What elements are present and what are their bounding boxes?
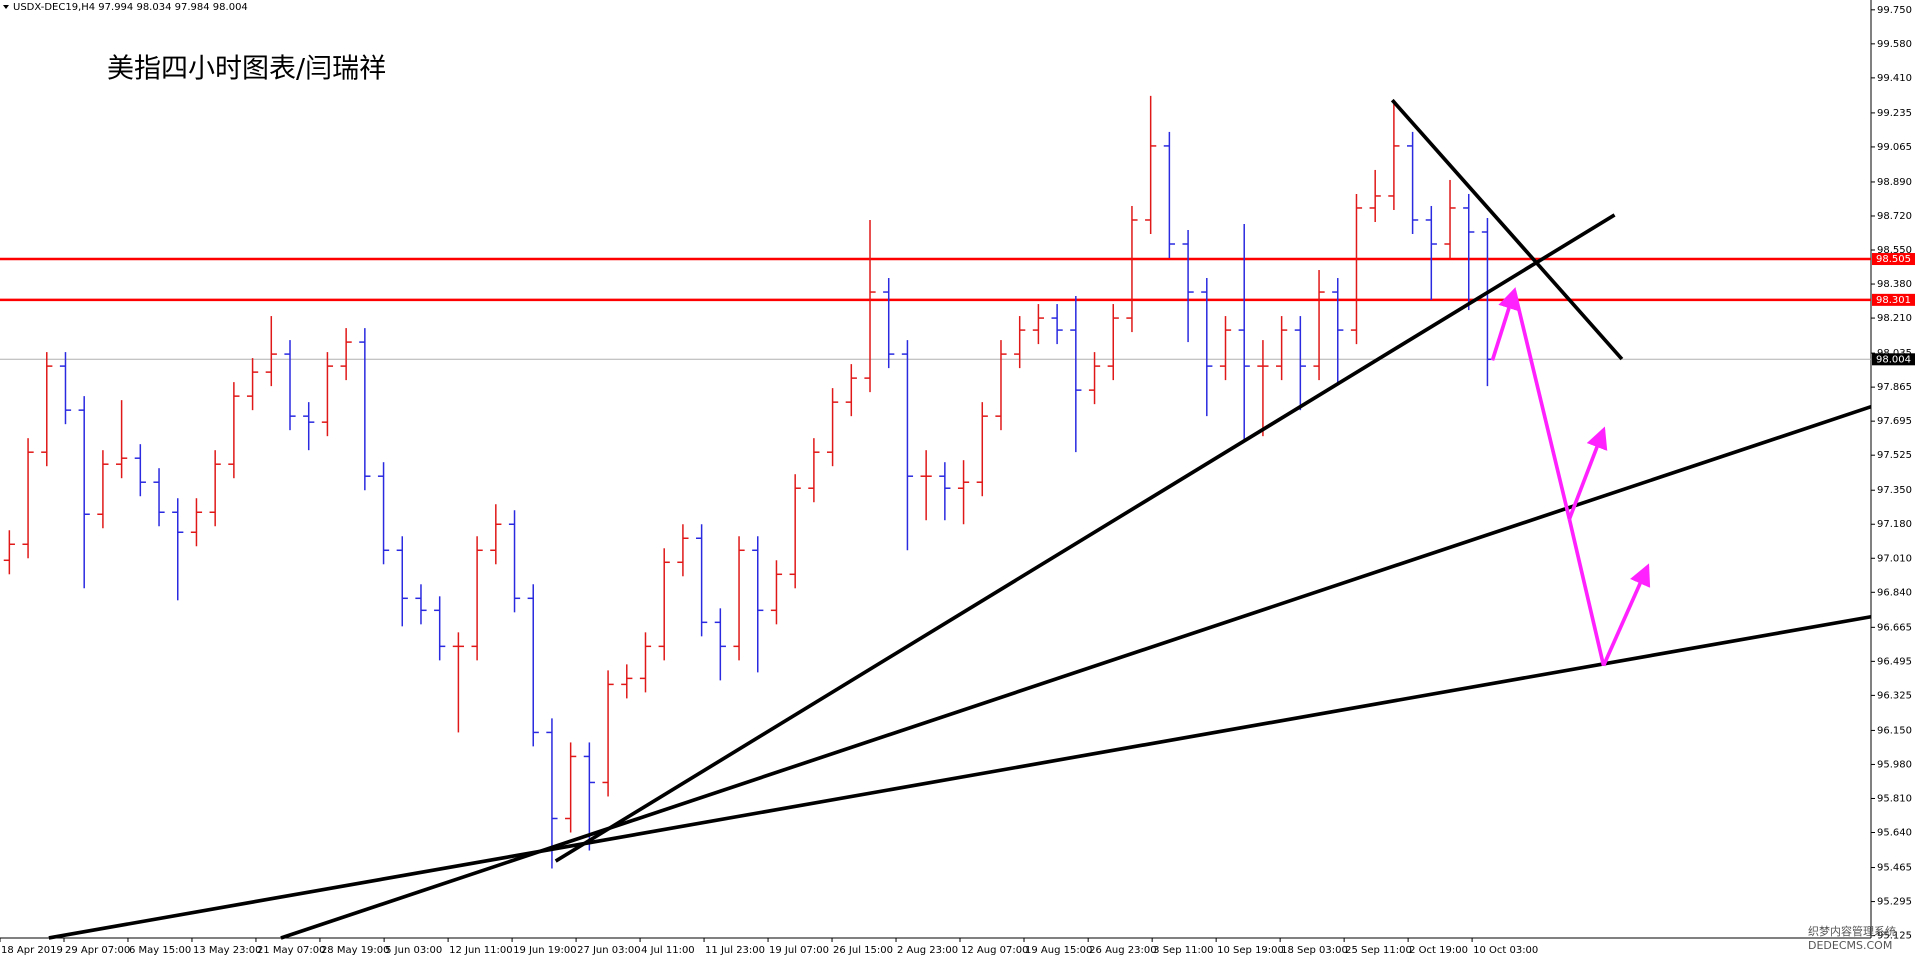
x-tick-label: 13 May 23:00 [193, 945, 262, 956]
y-tick-label: 95.640 [1877, 828, 1912, 839]
x-tick-label: 26 Jul 15:00 [833, 945, 893, 956]
arrow [1601, 563, 1651, 667]
y-tick-label: 99.235 [1877, 108, 1912, 119]
y-tick-label: 99.065 [1877, 142, 1912, 153]
x-tick-label: 27 Jun 03:00 [577, 945, 641, 956]
x-tick-label: 28 May 19:00 [321, 945, 390, 956]
chart-title: 美指四小时图表/闫瑞祥 [107, 54, 386, 85]
x-tick-label: 2 Aug 23:00 [897, 945, 958, 956]
y-tick-label: 95.295 [1877, 897, 1912, 908]
y-tick-label: 98.550 [1877, 245, 1912, 256]
y-tick-label: 96.665 [1877, 622, 1912, 633]
y-tick-label: 97.695 [1877, 416, 1912, 427]
arrow [1512, 290, 1572, 520]
x-tick-label: 19 Aug 15:00 [1025, 945, 1092, 956]
x-tick-label: 18 Apr 2019 [1, 945, 63, 956]
x-tick-label: 6 May 15:00 [129, 945, 191, 956]
y-tick-label: 98.720 [1877, 211, 1912, 222]
y-tick-label: 95.125 [1877, 931, 1912, 942]
y-tick-label: 96.150 [1877, 725, 1912, 736]
x-tick-label: 5 Jun 03:00 [385, 945, 442, 956]
x-tick-label: 2 Oct 19:00 [1409, 945, 1468, 956]
y-tick-label: 96.495 [1877, 656, 1912, 667]
y-tick-label: 98.890 [1877, 177, 1912, 188]
bars [3, 95, 1494, 869]
y-tick-label: 98.210 [1877, 313, 1912, 324]
x-tick-label: 19 Jul 07:00 [769, 945, 829, 956]
y-tick-label: 99.410 [1877, 73, 1912, 84]
x-tick-label: 10 Sep 19:00 [1217, 945, 1284, 956]
trend-line [554, 213, 1616, 863]
y-tick-label: 95.980 [1877, 759, 1912, 770]
x-tick-label: 12 Aug 07:00 [961, 945, 1028, 956]
x-tick-label: 3 Sep 11:00 [1153, 945, 1213, 956]
trend-line [280, 404, 1872, 940]
labels: USDX-DEC19,H4 97.994 98.034 97.984 98.00… [3, 2, 1896, 952]
arrow [1567, 518, 1606, 667]
x-tick-label: 12 Jun 11:00 [449, 945, 513, 956]
level-label-box [1872, 253, 1915, 266]
x-tick-label: 19 Jun 19:00 [513, 945, 577, 956]
level-label-box [1872, 293, 1915, 306]
watermark: 织梦内容管理系统 [1808, 924, 1896, 938]
x-tick-label: 10 Oct 03:00 [1473, 945, 1538, 956]
menu-triangle [3, 5, 9, 9]
drawings [48, 98, 1872, 940]
y-tick-label: 96.325 [1877, 690, 1912, 701]
level-label: 98.301 [1876, 295, 1911, 306]
x-tick-label: 26 Aug 23:00 [1089, 945, 1156, 956]
y-tick-label: 97.865 [1877, 382, 1912, 393]
trend-line [48, 614, 1872, 940]
x-tick-label: 21 May 07:00 [257, 945, 326, 956]
header: USDX-DEC19,H4 97.994 98.034 97.984 98.00… [13, 2, 248, 13]
arrow [1490, 287, 1520, 361]
y-tick-label: 95.465 [1877, 863, 1912, 874]
y-tick-label: 99.580 [1877, 39, 1912, 50]
price-label-box [1872, 353, 1915, 366]
y-tick-label: 99.750 [1877, 5, 1912, 16]
y-tick-label: 97.350 [1877, 485, 1912, 496]
price-label: 98.004 [1876, 354, 1911, 365]
y-tick-label: 97.525 [1877, 450, 1912, 461]
y-tick-label: 95.810 [1877, 793, 1912, 804]
level-label: 98.505 [1876, 254, 1911, 265]
x-tick-label: 25 Sep 11:00 [1345, 945, 1412, 956]
arrow [1567, 426, 1608, 520]
y-tick-label: 97.180 [1877, 519, 1912, 530]
y-tick-label: 97.010 [1877, 553, 1912, 564]
x-tick-label: 29 Apr 07:00 [65, 945, 130, 956]
x-tick-label: 4 Jul 11:00 [641, 945, 695, 956]
y-tick-label: 96.840 [1877, 587, 1912, 598]
trend-line [1390, 98, 1624, 361]
y-tick-label: 98.380 [1877, 279, 1912, 290]
x-tick-label: 11 Jul 23:00 [705, 945, 765, 956]
watermark: DEDECMS.COM [1808, 939, 1892, 952]
x-tick-label: 18 Sep 03:00 [1281, 945, 1348, 956]
